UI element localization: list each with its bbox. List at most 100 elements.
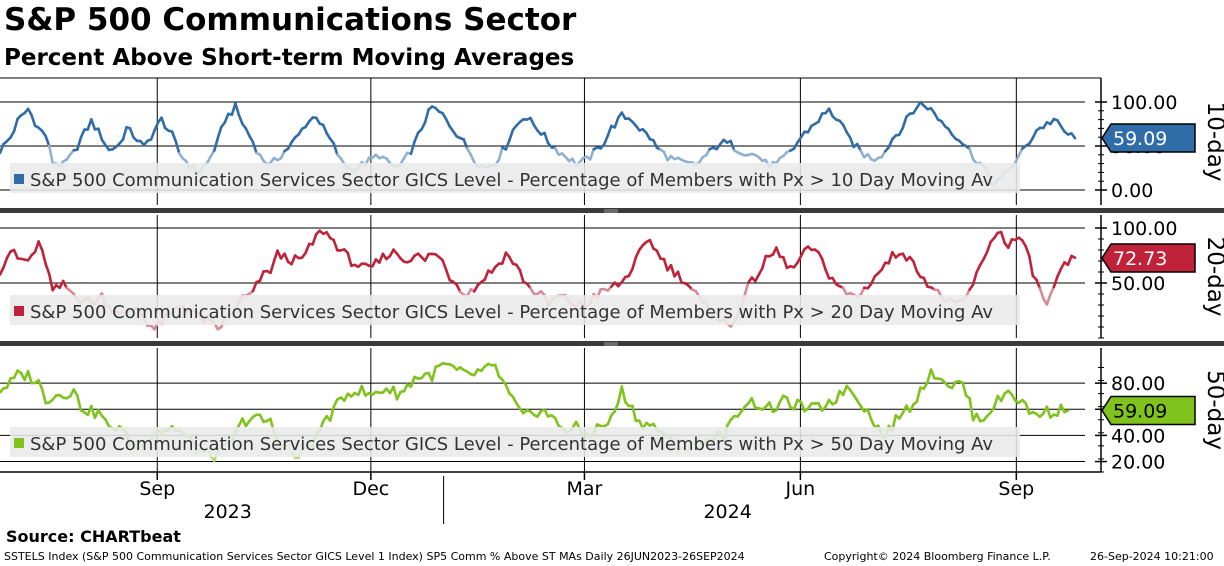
series-line-segment [413,131,420,143]
series-line-segment [1070,254,1077,260]
series-line-segment [729,139,736,152]
series-line-segment [216,125,223,140]
series-line-segment [602,134,610,146]
series-line-segment [501,251,508,265]
series-line-segment [785,396,792,409]
series-line-segment [975,412,982,423]
series-line-segment [174,139,181,155]
series-line-segment [999,392,1007,403]
series-line-segment [968,396,975,422]
series-line-segment [346,251,353,268]
series-line-segment [782,255,789,270]
series-line-segment [1056,403,1063,417]
series-line-segment [378,252,385,264]
x-year-label: 2024 [703,501,751,523]
series-line-segment [251,140,258,155]
series-line-segment [237,113,244,126]
y-tick-label: 0.00 [1111,180,1153,202]
series-line-segment [44,134,51,148]
series-line-segment [922,276,929,289]
y-tick-label: 100.00 [1111,92,1177,114]
series-line-segment [799,247,806,258]
series-line-segment [493,363,501,378]
y-tick-label: 80.00 [1111,373,1165,395]
series-line-segment [149,128,156,141]
series-line-segment [620,385,627,404]
series-line-segment [634,248,641,259]
series-line-segment [887,250,894,265]
series-line-segment [12,248,19,260]
series-line-segment [926,368,933,384]
series-line-segment [423,108,430,124]
legend-label: S&P 500 Communication Services Sector GI… [30,434,993,455]
series-line-segment [841,384,849,397]
series-line-segment [975,263,982,274]
series-line-segment [669,263,676,278]
series-line-segment [1049,285,1056,296]
series-line-segment [588,148,596,161]
series-line-segment [332,398,339,409]
series-line-segment [37,378,44,391]
series-line-segment [444,268,452,282]
series-line-segment [483,269,490,281]
series-line-segment [1028,254,1035,278]
series-line-segment [332,238,339,252]
series-line-segment [827,107,834,118]
series-line-segment [304,242,311,255]
series-line-segment [170,130,177,143]
footer-timestamp: 26-Sep-2024 10:21:00 [1090,550,1214,563]
panel-side-label: 50-day [1202,370,1224,450]
series-line-segment [1035,278,1042,290]
series-line-segment [961,381,968,397]
series-line-segment [606,414,613,426]
x-month-label: Sep [998,478,1034,500]
series-line-segment [444,118,452,128]
series-line-segment [897,126,905,136]
series-line-segment [999,230,1007,245]
series-line-segment [47,272,55,292]
series-line-segment [121,126,128,141]
series-line-segment [279,149,286,160]
last-value-marker [1101,243,1196,273]
series-line-segment [848,136,856,149]
x-month-label: Sep [139,478,175,500]
series-line-segment [97,127,104,142]
series-line-segment [76,394,83,412]
legend-swatch [14,306,24,316]
series-line-segment [869,418,877,429]
y-tick-label: 40.00 [1111,425,1165,447]
series-line-segment [395,390,402,401]
series-line-segment [992,394,1000,409]
series-line-segment [529,116,536,127]
last-value-label: 72.73 [1113,248,1167,270]
series-line-segment [543,408,550,418]
series-line-segment [1066,254,1073,267]
series-line-segment [915,386,922,403]
series-line-segment [234,102,241,117]
series-line-segment [662,257,669,272]
series-line-segment [258,413,265,424]
series-line-segment [223,112,230,124]
legend-label: S&P 500 Communication Services Sector GI… [30,302,993,323]
series-line-segment [631,255,638,271]
series-line-segment [662,150,669,162]
series-line-segment [887,137,894,149]
series-line-segment [462,138,469,150]
series-line-segment [469,153,476,164]
y-tick-label: 100.00 [1111,218,1177,240]
series-line-segment [430,365,437,383]
series-line-segment [613,116,620,129]
series-line-segment [817,112,824,124]
series-line-segment [775,400,782,412]
series-line-segment [360,384,367,397]
series-line-segment [912,260,919,273]
series-line-segment [859,286,866,297]
series-line-segment [409,375,416,389]
series-line-segment [606,124,613,137]
series-line-segment [5,377,12,390]
series-line-segment [1070,132,1077,140]
series-line-segment [311,232,318,246]
series-line-segment [504,383,511,395]
series-line-segment [655,249,662,260]
